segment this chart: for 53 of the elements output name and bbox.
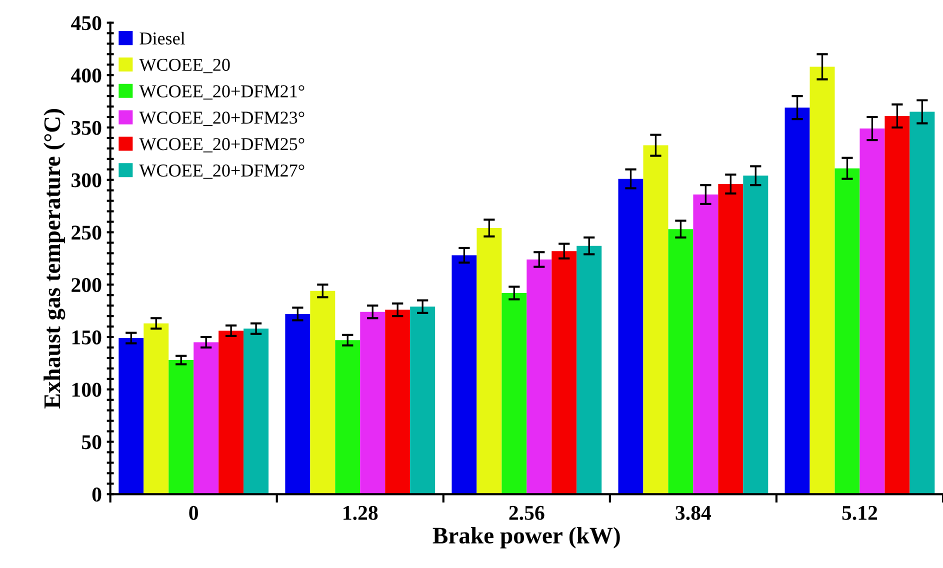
y-tick-label: 50 — [82, 435, 102, 450]
bar — [168, 360, 194, 494]
legend-label: WCOEE_20+DFM23° — [139, 112, 304, 126]
legend-label: Diesel — [140, 32, 185, 45]
bar — [194, 342, 219, 494]
bar — [618, 178, 644, 494]
bar — [576, 246, 602, 494]
bar — [385, 310, 410, 494]
bar — [285, 314, 310, 494]
bar — [502, 293, 527, 494]
bar — [476, 228, 502, 494]
bar — [452, 255, 477, 494]
bar — [810, 66, 835, 494]
y-tick-label: 0 — [92, 488, 102, 502]
bar — [834, 168, 860, 494]
bar — [552, 251, 577, 494]
bar — [144, 323, 169, 494]
y-tick-label: 100 — [72, 382, 102, 397]
x-tick-label: 5.12 — [842, 506, 878, 520]
legend-label: WCOEE_20 — [139, 58, 230, 74]
legend-label: WCOEE_20+DFM27° — [139, 164, 304, 179]
bar — [860, 128, 885, 494]
legend-label: WCOEE_20+DFM21° — [139, 85, 304, 100]
legend-label: WCOEE_20+DFM25° — [139, 138, 304, 152]
bar — [743, 176, 768, 494]
bar — [244, 328, 269, 494]
bar — [118, 338, 144, 494]
y-tick-label: 300 — [72, 173, 102, 188]
bar — [693, 194, 718, 494]
y-tick-label: 200 — [72, 278, 102, 292]
x-tick-label: 0 — [189, 506, 198, 520]
y-tick-label: 350 — [72, 120, 102, 135]
bar — [643, 145, 668, 494]
y-tick-label: 150 — [72, 330, 102, 344]
bar — [310, 290, 336, 494]
x-axis-title: Brake power (kW) — [432, 526, 620, 548]
bar — [360, 312, 386, 494]
y-tick-label: 400 — [71, 68, 102, 83]
bar — [910, 112, 935, 494]
x-tick-label: 2.56 — [509, 506, 544, 520]
y-tick-label: 250 — [72, 226, 102, 240]
bar — [218, 330, 244, 494]
x-tick-label: 1.28 — [344, 506, 378, 520]
bar — [335, 340, 360, 494]
bar — [784, 108, 810, 494]
bar — [410, 306, 436, 494]
bar — [884, 116, 910, 494]
bar — [718, 184, 744, 494]
bar — [526, 259, 552, 494]
y-axis-title: Exhaust gas temperature (°C) — [44, 109, 66, 408]
x-tick-label: 3.84 — [676, 506, 712, 520]
bar — [668, 229, 694, 494]
y-tick-label: 450 — [71, 16, 102, 30]
